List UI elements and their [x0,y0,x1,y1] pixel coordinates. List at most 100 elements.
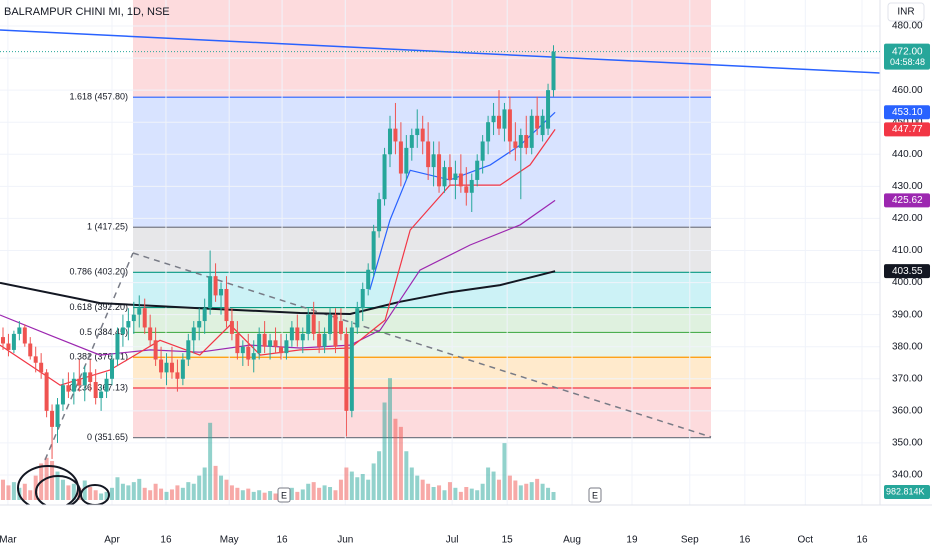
candle-body [491,115,496,123]
volume-bar [311,482,316,500]
fib-zone [133,387,711,438]
volume-bar [88,487,93,500]
candle-body [273,340,278,347]
currency-box[interactable] [887,2,925,22]
volume-bar [273,493,278,500]
y-tick-label: 360.00 [892,405,923,416]
candle-body [437,154,442,187]
volume-bar [257,490,262,500]
candle-body [480,141,485,161]
volume-bar [104,491,109,500]
x-tick-label: Sep [681,535,699,546]
y-tick-label: 450.00 [892,117,923,128]
candle-body [295,327,300,341]
candle-body [540,115,545,136]
candle-body [246,346,251,360]
volume-bar [338,479,343,500]
volume-bar [93,490,98,500]
candle-body [513,141,518,148]
volume-bar [153,483,158,500]
volume-bar [360,474,365,500]
volume-bar [240,490,245,500]
candle-body [88,372,93,382]
x-tick-label: Jun [337,535,353,546]
y-tick-label: 420.00 [892,213,923,224]
volume-bar [491,471,496,500]
candle-body [197,321,202,328]
price-tag-label: 403.55 [892,266,923,277]
candle-body [251,353,256,360]
y-tick-label: 430.00 [892,181,923,192]
volume-bar [442,490,447,500]
volume [0,378,556,500]
candle-body [284,340,289,354]
volume-bar [71,483,76,500]
volume-bar [180,487,185,500]
candle-body [398,141,403,174]
volume-bar [371,463,376,500]
trendline [132,252,712,438]
candle-body [371,231,376,270]
volume-bar [115,477,120,500]
volume-bar [437,485,442,500]
volume-bar [469,488,474,500]
volume-bar [431,487,436,500]
volume-bar [159,488,164,500]
y-tick-label: 410.00 [892,245,923,256]
volume-bar [529,482,534,500]
y-tick-label: 370.00 [892,373,923,384]
volume-bar [458,491,463,500]
candle-body [415,128,420,136]
price-tag-label: 447.77 [892,124,923,135]
candle-body [447,167,452,180]
x-tick-label: Aug [563,535,581,546]
volume-bar [55,471,60,500]
candle-body [377,199,382,232]
volume-bar [66,485,71,500]
candle-body [289,327,294,341]
y-tick-label: 400.00 [892,277,923,288]
volume-bar [464,487,469,500]
candle-body [240,346,245,354]
volume-bar [404,451,409,500]
candle-body [39,362,44,373]
volume-bar [475,490,480,500]
x-tick-label: 16 [739,535,751,546]
volume-bar [420,479,425,500]
volume-bar [197,475,202,500]
candle-body [126,321,131,328]
volume-bar [82,480,87,500]
fib-label: 1 (417.25) [87,222,128,232]
volume-bar [486,467,491,500]
candle-body [22,327,27,344]
candle-body [66,385,71,392]
volume-bar [137,478,142,500]
candle-body [469,179,474,193]
volume-bar [169,489,174,500]
candle-body [164,362,169,373]
x-tick-label: 15 [502,535,514,546]
volume-bar [28,490,33,500]
candle-body [529,115,534,148]
fib-label: 0.618 (392.20) [69,302,128,312]
x-tick-label: 19 [626,535,638,546]
event-box [588,487,602,503]
volume-bar [453,487,458,500]
volume-bar [148,490,153,500]
volume-bar [202,467,207,500]
volume-bar [60,479,65,500]
x-tick-label: Apr [104,535,120,546]
event-label: E [592,490,598,500]
volume-bar [208,422,213,500]
fib-zone [133,97,711,228]
fib-label: 0.5 (384.45) [79,327,128,337]
candle-body [153,340,158,360]
candle-body [344,333,349,411]
x-tick-label: 16 [856,535,868,546]
moving-average [0,270,556,316]
volume-bar [175,485,180,500]
candles [0,45,556,459]
volume-bar [262,492,267,500]
